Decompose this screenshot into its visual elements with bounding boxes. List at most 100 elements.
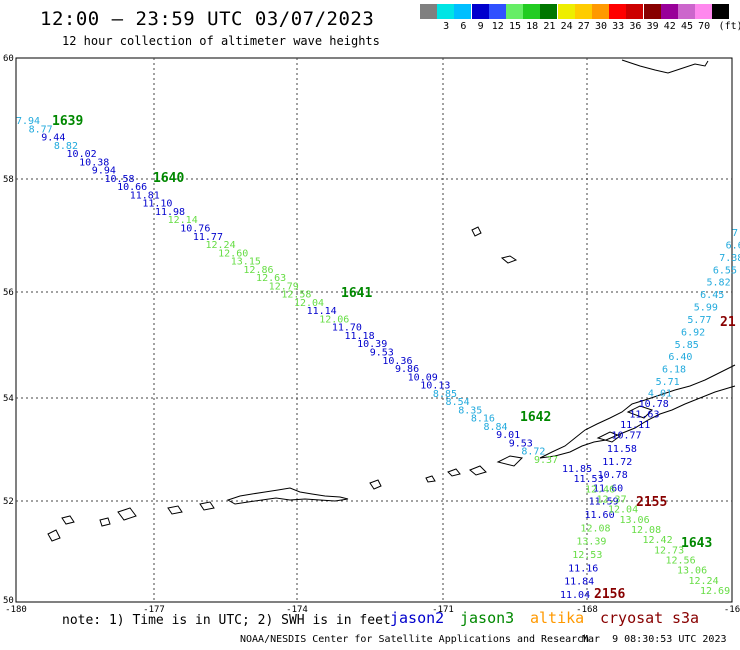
land-outline-island-chain: [226, 487, 349, 505]
scale-label: 9: [477, 21, 484, 32]
wave-height-label: 5.77: [687, 315, 711, 326]
scale-swatch: [660, 4, 678, 19]
wave-height-label: 9.94: [92, 166, 116, 177]
wave-height-label: 6.92: [681, 327, 705, 338]
land-outline-island: [471, 226, 482, 237]
wave-height-label: 13.39: [576, 537, 606, 548]
wave-height-label: 6.40: [668, 352, 692, 363]
land-outline-island: [626, 405, 653, 419]
wave-height-label: 9.86: [395, 364, 419, 375]
scale-swatch: [523, 4, 541, 19]
wave-height-label: 12.73: [654, 545, 684, 556]
wave-height-label: 12.37: [597, 495, 627, 506]
wave-height-label: 10.09: [408, 372, 438, 383]
page-subtitle: 12 hour collection of altimeter wave hei…: [62, 34, 380, 48]
scale-swatch: [420, 4, 437, 19]
lat-tick-label: 52: [3, 497, 14, 507]
satellite-legend-item: cryosat: [600, 609, 664, 627]
wave-height-label: 12.79: [269, 281, 299, 292]
lat-tick-label: 58: [3, 175, 14, 185]
scale-label: 15: [508, 21, 522, 32]
lat-tick-label: 50: [3, 596, 14, 606]
wave-height-label: 9.01: [496, 430, 520, 441]
land-outline-island: [496, 455, 524, 467]
land-outline-peninsula: [539, 385, 736, 459]
land-outline-island: [167, 505, 183, 515]
wave-height-label: 11.10: [142, 199, 172, 210]
land-outline-island: [199, 501, 215, 511]
scale-label: 33: [612, 21, 625, 32]
wave-height-label: 8.35: [458, 405, 482, 416]
wave-height-label: 12.86: [243, 265, 273, 276]
wave-height-label: 11.18: [344, 331, 374, 342]
wave-height-label: 5.71: [656, 377, 680, 388]
wave-height-label: 9.53: [370, 348, 394, 359]
wave-height-label: 6.18: [662, 365, 686, 376]
wave-height-label: 8.77: [29, 124, 53, 135]
scale-swatch: [471, 4, 489, 19]
wave-height-label: 13.06: [620, 515, 650, 526]
scale-label: 70: [698, 21, 711, 32]
wave-height-label: 8.72: [521, 447, 545, 458]
lat-tick-label: 56: [3, 288, 14, 298]
wave-height-label: 12.04: [294, 298, 324, 309]
track-id-label: 1642: [520, 410, 551, 425]
scale-swatch: [488, 4, 506, 19]
footer-note: note: 1) Time is in UTC; 2) SWH is in fe…: [62, 613, 391, 628]
wave-height-label: 10.77: [611, 431, 641, 442]
wave-height-label: 11.98: [155, 207, 185, 218]
wave-height-label: 12.24: [206, 240, 236, 251]
wave-height-label: 12.06: [319, 314, 349, 325]
wave-height-label: 9.37: [534, 455, 558, 466]
scale-label: 45: [680, 21, 694, 32]
scale-swatch: [609, 4, 627, 19]
wave-height-label: 12.63: [256, 273, 286, 284]
scale-label: 42: [663, 21, 676, 32]
wave-height-label: 12.08: [580, 523, 610, 534]
scale-unit-label: (ft): [718, 21, 740, 32]
wave-height-label: 10.39: [357, 339, 387, 350]
lat-tick-label: 54: [3, 394, 14, 404]
wave-height-label: 9.53: [509, 438, 533, 449]
wave-height-label: 10.36: [382, 356, 412, 367]
wave-height-label: 5.99: [694, 303, 718, 314]
land-outline-island: [500, 255, 518, 264]
scale-swatch: [626, 4, 644, 19]
scale-swatch: [540, 4, 558, 19]
wave-height-label: 10.02: [67, 149, 97, 160]
wave-height-label: 8.16: [471, 414, 495, 425]
wave-height-label: 11.53: [574, 474, 604, 485]
wave-height-label: 11.77: [193, 232, 223, 243]
wave-height-label: 11.84: [564, 577, 594, 588]
scale-label: 6: [460, 21, 467, 32]
wave-height-label: 11.14: [307, 306, 337, 317]
wave-height-label: 11.70: [332, 323, 362, 334]
track-id-label: 2155: [636, 495, 667, 510]
land-outline-island: [369, 479, 382, 490]
scale-label: 39: [646, 21, 659, 32]
scale-swatch: [454, 4, 472, 19]
wave-height-label: 11.59: [589, 497, 619, 508]
scale-swatch: [574, 4, 592, 19]
wave-height-label: 7.38: [719, 253, 740, 264]
wave-height-label: 6.6: [726, 240, 740, 251]
scale-label: 21: [543, 21, 556, 32]
wave-height-label: 7.: [732, 228, 740, 239]
wave-height-label: 8.54: [446, 397, 470, 408]
land-outline-island: [61, 515, 75, 525]
land-outline-island: [425, 475, 436, 483]
wave-height-label: 12.58: [281, 290, 311, 301]
scale-swatch: [712, 4, 730, 19]
map-frame: [15, 57, 733, 603]
page-title: 12:00 – 23:59 UTC 03/07/2023: [40, 8, 375, 30]
wave-height-label: 12.24: [689, 576, 719, 587]
lat-tick-label: 60: [3, 54, 14, 64]
track-id-label: 1641: [341, 286, 372, 301]
track-id-label: 21: [720, 315, 736, 330]
lon-tick-label: -177: [143, 605, 165, 615]
wave-height-label: 12.56: [666, 556, 696, 567]
wave-height-label: 11.11: [620, 420, 650, 431]
wave-height-label: 5.85: [675, 340, 699, 351]
scale-swatch: [643, 4, 661, 19]
